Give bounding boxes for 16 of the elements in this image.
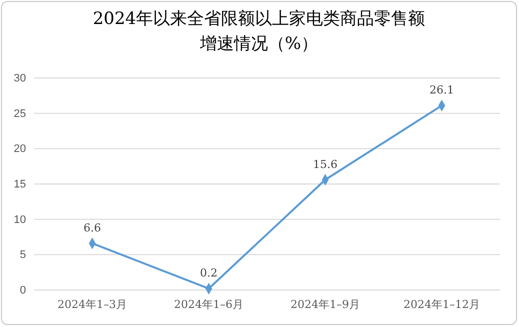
y-tick-label: 5 xyxy=(20,249,26,262)
y-tick-label: 10 xyxy=(14,214,26,226)
y-tick-label: 25 xyxy=(14,108,26,120)
chart-title: 2024年以来全省限额以上家电类商品零售额增速情况（%） xyxy=(92,9,426,54)
y-tick-label: 30 xyxy=(14,72,26,85)
x-tick-label: 2024年1–9月 xyxy=(290,298,360,311)
y-tick-label: 0 xyxy=(20,284,26,297)
x-tick-label: 2024年1–12月 xyxy=(404,298,480,311)
data-label: 26.1 xyxy=(430,84,454,97)
x-tick-label: 2024年1–6月 xyxy=(174,298,244,311)
y-tick-label: 20 xyxy=(14,143,26,156)
data-label: 0.2 xyxy=(200,266,218,280)
data-label: 6.6 xyxy=(84,221,101,234)
x-tick-label: 2024年1–3月 xyxy=(58,298,127,311)
data-label: 15.6 xyxy=(313,158,338,171)
y-tick-label: 15 xyxy=(14,178,26,191)
